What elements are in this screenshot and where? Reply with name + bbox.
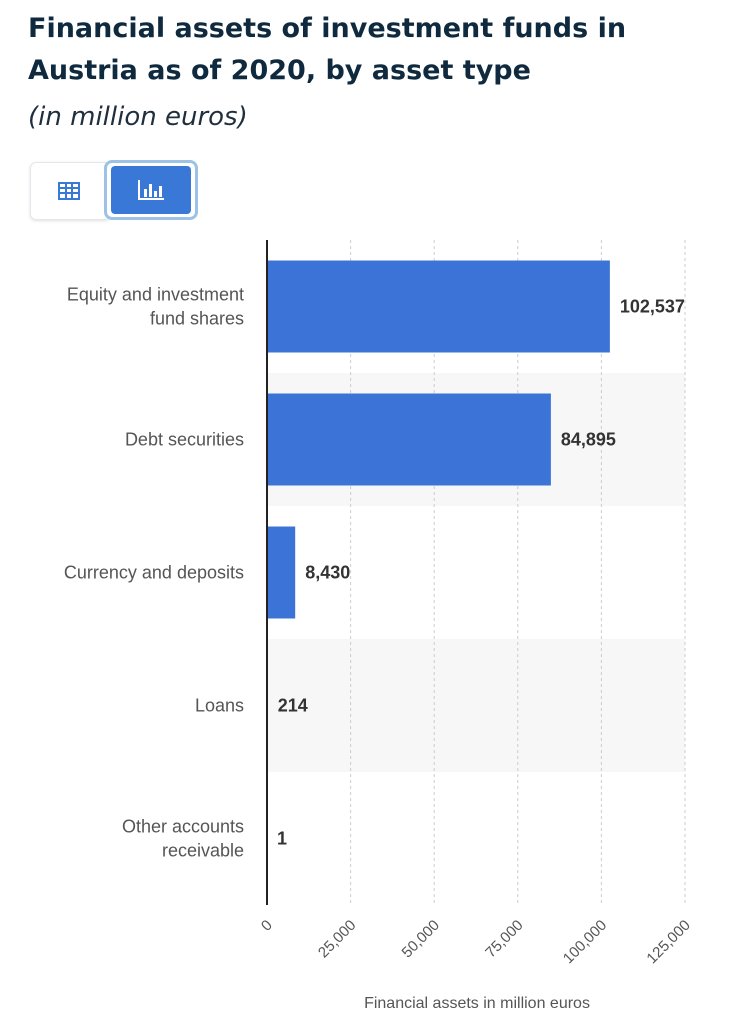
row-band xyxy=(267,373,685,506)
category-label: Loans xyxy=(195,696,244,716)
chart-title-line-2: Austria as of 2020, by asset type xyxy=(28,55,531,86)
bar-value-label: 8,430 xyxy=(305,563,350,583)
category-label: Other accounts receivable xyxy=(122,817,244,861)
chart-view-button-focus-ring xyxy=(104,160,198,220)
category-label: Debt securities xyxy=(125,430,244,450)
x-tick-label: 75,000 xyxy=(482,917,526,961)
x-tick-label: 100,000 xyxy=(560,917,610,967)
chart-title-line-1: Financial assets of investment funds in xyxy=(28,13,627,44)
bar xyxy=(267,393,551,486)
x-tick-label: 0 xyxy=(258,917,276,935)
bar xyxy=(267,526,296,619)
category-label: Equity and investment fund shares xyxy=(67,285,244,329)
bar xyxy=(267,659,268,752)
x-tick-label: 25,000 xyxy=(315,917,359,961)
x-tick-label: 50,000 xyxy=(399,917,443,961)
chart-title: Financial assets of investment funds in … xyxy=(28,8,728,92)
bar-value-label: 214 xyxy=(278,696,308,716)
category-label: Currency and deposits xyxy=(64,563,244,583)
x-tick-label: 125,000 xyxy=(643,917,693,967)
chart-subtitle: (in million euros) xyxy=(28,102,248,132)
bar-chart-icon xyxy=(138,180,164,200)
table-icon xyxy=(58,182,80,200)
bar-value-label: 84,895 xyxy=(561,430,616,450)
bar-value-label: 102,537 xyxy=(620,297,685,317)
bar xyxy=(267,260,610,353)
bar-value-label: 1 xyxy=(277,829,287,849)
row-band xyxy=(267,639,685,772)
x-axis-title: Financial assets in million euros xyxy=(364,995,590,1012)
chart-view-button[interactable] xyxy=(111,166,191,214)
view-toggle xyxy=(30,160,200,220)
table-view-button[interactable] xyxy=(30,162,108,220)
